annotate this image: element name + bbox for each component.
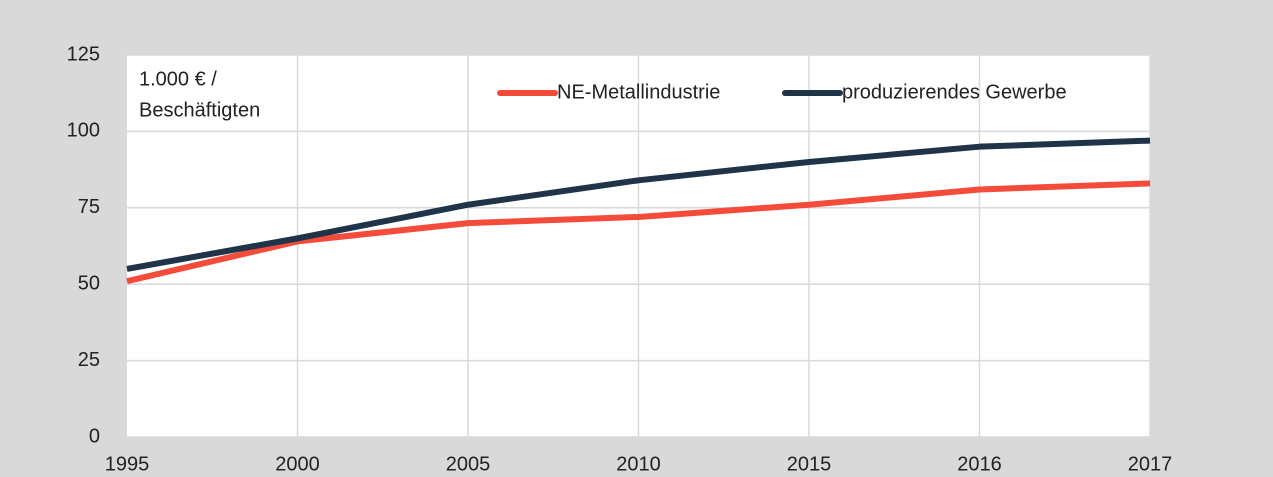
- y-axis-label: Beschäftigten: [139, 99, 260, 121]
- x-tick-label: 2017: [1128, 453, 1173, 475]
- y-tick-label: 0: [89, 425, 100, 447]
- legend-label: produzierendes Gewerbe: [842, 81, 1067, 103]
- legend-label: NE-Metallindustrie: [557, 81, 720, 103]
- y-tick-label: 25: [78, 349, 100, 371]
- line: [126, 137, 1151, 272]
- y-tick-label: 100: [67, 120, 100, 142]
- y-tick-label: 125: [67, 43, 100, 65]
- y-tick-label: 75: [78, 196, 100, 218]
- x-tick-label: 2000: [275, 453, 320, 475]
- x-tick-label: 1995: [105, 453, 150, 475]
- y-tick-label: 50: [78, 272, 100, 294]
- line: [126, 180, 1151, 285]
- x-tick-label: 2016: [957, 453, 1002, 475]
- x-tick-label: 2010: [616, 453, 661, 475]
- x-tick-label: 2015: [787, 453, 832, 475]
- y-axis-label: 1.000 € /: [139, 68, 217, 90]
- x-tick-label: 2005: [446, 453, 491, 475]
